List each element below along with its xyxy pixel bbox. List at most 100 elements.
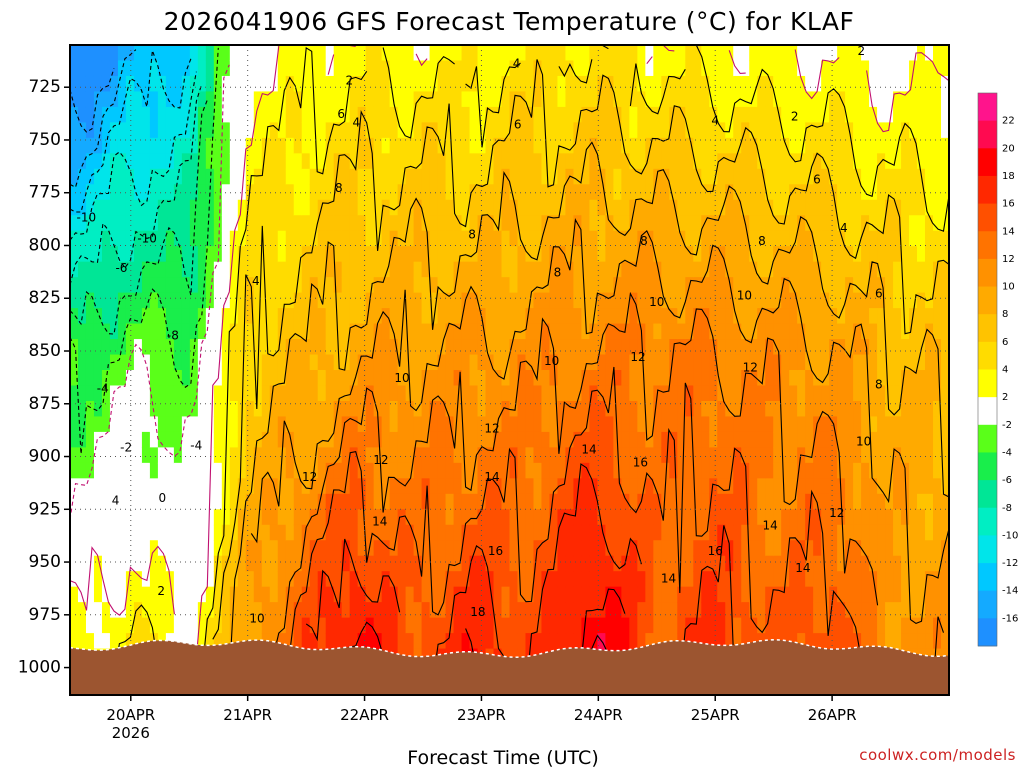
temperature-cell xyxy=(933,168,942,185)
credit-link[interactable]: coolwx.com/models xyxy=(859,746,1016,764)
temperature-cell xyxy=(165,524,175,541)
temperature-cell xyxy=(165,493,175,510)
temperature-cell xyxy=(357,153,367,170)
temperature-cell xyxy=(925,75,934,93)
temperature-cell xyxy=(637,339,646,356)
temperature-cell xyxy=(285,524,295,541)
temperature-cell xyxy=(701,400,710,418)
temperature-cell xyxy=(469,493,479,510)
temperature-cell xyxy=(805,45,814,62)
temperature-cell xyxy=(613,308,622,325)
temperature-cell xyxy=(741,137,750,154)
temperature-cell xyxy=(77,323,87,340)
temperature-cell xyxy=(941,370,949,387)
temperature-cell xyxy=(709,75,718,93)
temperature-cell xyxy=(261,617,271,634)
temperature-cell xyxy=(661,447,670,464)
temperature-cell xyxy=(557,431,567,448)
temperature-cell xyxy=(133,633,143,650)
contour-label: -4 xyxy=(190,438,202,452)
temperature-cell xyxy=(117,354,127,371)
temperature-cell xyxy=(637,354,646,371)
temperature-cell xyxy=(533,633,543,650)
temperature-cell xyxy=(917,292,926,309)
temperature-cell xyxy=(285,106,295,123)
temperature-cell xyxy=(453,339,463,356)
temperature-cell xyxy=(773,45,782,62)
temperature-cell xyxy=(693,277,702,294)
temperature-cell xyxy=(645,524,654,541)
temperature-cell xyxy=(541,91,551,108)
temperature-cell xyxy=(389,339,399,356)
temperature-cell xyxy=(557,385,567,402)
temperature-cell xyxy=(389,462,399,479)
temperature-cell xyxy=(661,122,670,139)
temperature-cell xyxy=(461,509,471,526)
temperature-cell xyxy=(405,91,415,108)
temperature-cell xyxy=(317,493,327,510)
temperature-cell xyxy=(541,370,551,387)
temperature-cell xyxy=(621,45,630,62)
temperature-cell xyxy=(565,540,575,557)
temperature-cell xyxy=(501,168,511,185)
temperature-cell xyxy=(789,524,798,541)
temperature-cell xyxy=(653,370,662,387)
temperature-cell xyxy=(669,555,678,572)
temperature-cell xyxy=(741,555,750,572)
temperature-cell xyxy=(821,400,830,418)
temperature-cell xyxy=(381,137,391,154)
temperature-cell xyxy=(373,555,383,572)
temperature-cell xyxy=(493,215,503,232)
temperature-cell xyxy=(557,524,567,541)
temperature-cell xyxy=(381,493,391,510)
temperature-cell xyxy=(813,571,822,588)
isotherm-line xyxy=(70,50,192,213)
temperature-cell xyxy=(381,462,391,479)
temperature-cell xyxy=(421,168,431,185)
temperature-cell xyxy=(821,493,830,510)
temperature-cell xyxy=(285,586,295,603)
temperature-cell xyxy=(637,462,646,479)
temperature-cell xyxy=(901,230,910,247)
temperature-cell xyxy=(301,385,311,402)
temperature-cell xyxy=(365,462,375,479)
temperature-cell xyxy=(765,400,774,418)
temperature-cell xyxy=(589,571,598,588)
temperature-cell xyxy=(437,292,447,309)
temperature-cell xyxy=(653,45,662,62)
temperature-cell xyxy=(533,416,543,433)
temperature-cell xyxy=(757,447,766,464)
temperature-cell xyxy=(141,524,151,541)
temperature-cell xyxy=(277,540,287,557)
temperature-cell xyxy=(533,153,543,170)
temperature-cell xyxy=(229,354,239,371)
temperature-cell xyxy=(789,184,798,201)
temperature-cell xyxy=(213,137,223,154)
temperature-cell xyxy=(757,106,766,123)
temperature-cell xyxy=(269,447,279,464)
temperature-cell xyxy=(605,277,614,294)
temperature-cell xyxy=(845,617,854,634)
temperature-cell xyxy=(389,617,399,634)
temperature-cell xyxy=(349,416,359,433)
temperature-cell xyxy=(925,199,934,216)
colorbar-tick-label: -4 xyxy=(1002,447,1012,458)
terrain-surface xyxy=(70,639,949,695)
temperature-cell xyxy=(349,633,359,650)
temperature-cell xyxy=(493,230,503,247)
temperature-cell xyxy=(821,431,830,448)
temperature-cell xyxy=(365,524,375,541)
temperature-cell xyxy=(789,292,798,309)
colorbar-swatch xyxy=(978,618,997,647)
temperature-cell xyxy=(901,308,910,325)
contour-label: 6 xyxy=(514,118,522,132)
temperature-cell xyxy=(341,308,351,325)
temperature-cell xyxy=(117,261,127,278)
temperature-cell xyxy=(669,184,678,201)
x-tick-label: 22APR xyxy=(340,706,389,724)
colorbar-tick-label: -10 xyxy=(1002,530,1018,541)
temperature-cell xyxy=(661,602,670,619)
temperature-cell xyxy=(325,447,335,464)
temperature-cell xyxy=(581,246,591,263)
temperature-cell xyxy=(317,509,327,526)
